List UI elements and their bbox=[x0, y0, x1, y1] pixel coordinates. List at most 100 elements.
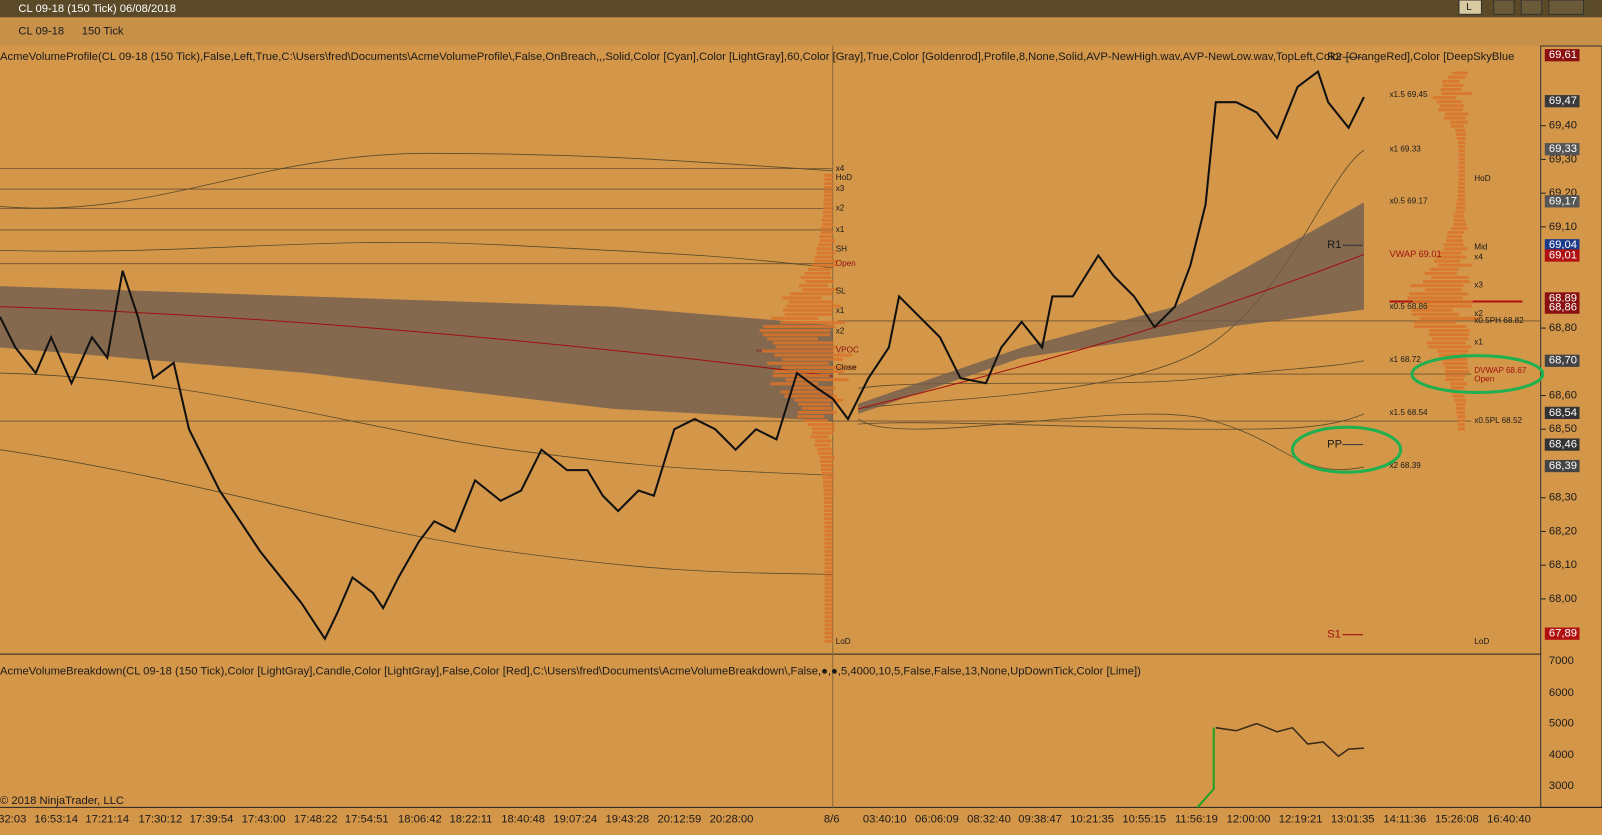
price-box-label: 69,01 bbox=[1549, 249, 1577, 261]
profile-bar bbox=[798, 402, 831, 406]
profile-bar bbox=[824, 586, 833, 590]
profile-bar bbox=[823, 194, 833, 198]
profile-bar bbox=[824, 186, 833, 190]
profile-bar bbox=[1457, 419, 1466, 423]
pivot-label: PP bbox=[1327, 439, 1342, 451]
time-label: 12:19:21 bbox=[1279, 814, 1323, 826]
profile-bar bbox=[820, 464, 834, 468]
profile-bar bbox=[815, 439, 832, 443]
time-label: 16:40:40 bbox=[1487, 814, 1531, 826]
profile-bar bbox=[1447, 235, 1463, 239]
profile-bar bbox=[824, 549, 833, 553]
profile-bar bbox=[1455, 406, 1465, 410]
time-label: 17:43:00 bbox=[242, 814, 286, 826]
profile-bar bbox=[1439, 353, 1466, 357]
price-tick-label: 68,60 bbox=[1549, 389, 1577, 401]
profile-bar bbox=[1426, 341, 1466, 345]
profile-bar bbox=[824, 558, 833, 562]
profile-label: LoD bbox=[1474, 637, 1489, 646]
band-line bbox=[0, 372, 833, 476]
price-box bbox=[1544, 301, 1580, 314]
profile-label: x2 bbox=[836, 204, 845, 213]
profile-bar bbox=[814, 259, 839, 263]
indicator-label: AcmeVolumeBreakdown(CL 09-18 (150 Tick),… bbox=[0, 665, 1141, 677]
profile-bar bbox=[822, 214, 833, 218]
profile-bar bbox=[1407, 296, 1463, 300]
profile-bar bbox=[1438, 108, 1463, 112]
profile-bar bbox=[1424, 288, 1462, 292]
profile-bar bbox=[799, 284, 828, 288]
close-button[interactable] bbox=[1548, 0, 1585, 15]
profile-label: x1 bbox=[836, 225, 845, 234]
profile-bar bbox=[792, 386, 836, 390]
toolbar bbox=[0, 17, 1602, 46]
profile-bar bbox=[1439, 104, 1464, 108]
price-box-label: 69,61 bbox=[1549, 49, 1577, 61]
profile-bar bbox=[1458, 161, 1466, 165]
profile-bar bbox=[784, 312, 833, 316]
profile-bar bbox=[774, 353, 853, 357]
profile-bar bbox=[824, 529, 833, 533]
profile-bar bbox=[1458, 165, 1466, 169]
profile-bar bbox=[772, 341, 834, 345]
period-selector[interactable]: 150 Tick bbox=[82, 26, 124, 38]
time-label: 11:56:19 bbox=[1175, 814, 1218, 826]
window-title: CL 09-18 (150 Tick) 06/08/2018 bbox=[18, 3, 176, 15]
volume-tick-label: 4000 bbox=[1549, 749, 1574, 761]
maximize-button[interactable] bbox=[1520, 0, 1543, 15]
profile-bar bbox=[1449, 382, 1467, 386]
profile-bar bbox=[824, 574, 833, 578]
profile-bar bbox=[771, 316, 819, 320]
profile-label: Open bbox=[836, 259, 856, 268]
price-box-label: 68,46 bbox=[1549, 439, 1577, 451]
profile-bar bbox=[1436, 100, 1463, 104]
profile-bar bbox=[805, 280, 834, 284]
profile-label: VPOC bbox=[836, 346, 859, 355]
profile-bar bbox=[824, 533, 833, 537]
volume-tick-label: 5000 bbox=[1549, 718, 1574, 730]
minimize-button[interactable] bbox=[1493, 0, 1515, 15]
profile-label: x0.5PL 68.52 bbox=[1474, 416, 1522, 425]
instrument-selector[interactable]: CL 09-18 bbox=[18, 26, 64, 38]
profile-bar bbox=[1440, 357, 1468, 361]
pivot-label: R2 bbox=[1327, 51, 1341, 63]
volume-tick-label: 7000 bbox=[1549, 655, 1574, 667]
price-box bbox=[1544, 627, 1580, 640]
profile-bar bbox=[823, 480, 833, 484]
vwap-label: x2 68.39 bbox=[1389, 461, 1421, 470]
highlight-ellipse bbox=[1410, 354, 1545, 394]
title-bar bbox=[0, 0, 1602, 18]
time-label: 06:06:09 bbox=[915, 814, 959, 826]
window-button[interactable] bbox=[1458, 0, 1482, 15]
profile-bar bbox=[1428, 333, 1469, 337]
time-label: 17:48:22 bbox=[294, 814, 338, 826]
price-tick-label: 69,40 bbox=[1549, 120, 1577, 132]
price-box bbox=[1544, 406, 1580, 420]
profile-bar bbox=[1458, 427, 1466, 431]
profile-bar bbox=[824, 537, 833, 541]
profile-label: Mid bbox=[1474, 242, 1488, 251]
price-tick-label: 68,30 bbox=[1549, 492, 1577, 504]
copyright: © 2018 NinjaTrader, LLC bbox=[0, 795, 124, 807]
profile-bar bbox=[823, 206, 833, 210]
profile-bar bbox=[814, 255, 833, 259]
price-box bbox=[1544, 143, 1580, 156]
profile-bar bbox=[1428, 345, 1472, 349]
price-box bbox=[1544, 354, 1580, 367]
profile-bar bbox=[1438, 263, 1472, 267]
profile-bar bbox=[814, 443, 831, 447]
volume-tick-label: 6000 bbox=[1549, 687, 1574, 699]
profile-bar bbox=[1458, 181, 1466, 185]
profile-bar bbox=[824, 541, 833, 545]
profile-bar bbox=[1458, 177, 1466, 181]
profile-label: SH bbox=[836, 245, 847, 254]
profile-bar bbox=[823, 198, 833, 202]
profile-bar bbox=[1441, 79, 1460, 83]
profile-bar bbox=[1444, 365, 1468, 369]
time-label: 15:26:08 bbox=[1435, 814, 1479, 826]
window-button-label[interactable]: L bbox=[1466, 2, 1472, 13]
profile-bar bbox=[1458, 149, 1466, 153]
time-label: 8/6 bbox=[824, 814, 840, 826]
profile-bar bbox=[762, 333, 830, 337]
profile-bar bbox=[824, 508, 833, 513]
